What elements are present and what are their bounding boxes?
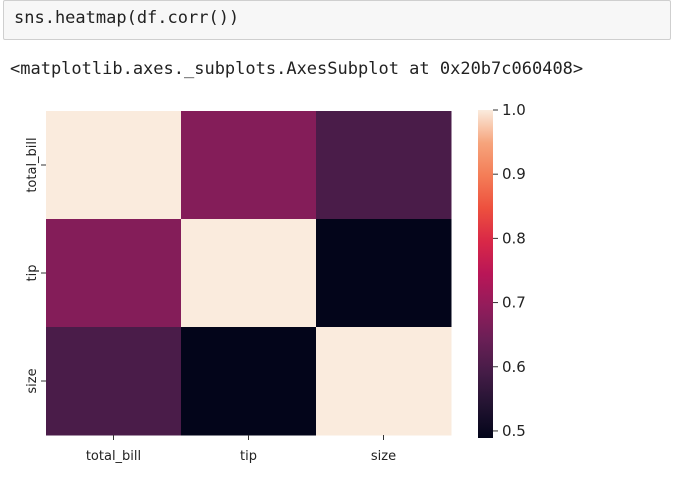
x-tick-labels: total_bill tip size (86, 435, 396, 464)
y-tick-label: total_bill (25, 137, 40, 192)
colorbar (478, 110, 493, 438)
colorbar-tick-label: 0.5 (502, 422, 526, 440)
y-tick-label: tip (25, 265, 40, 282)
colorbar-tick-label: 0.7 (502, 294, 526, 312)
colorbar-tick-label: 0.8 (502, 229, 526, 247)
heatmap-cell (181, 327, 317, 436)
code-input-cell[interactable]: sns.heatmap(df.corr()) (3, 0, 671, 40)
heatmap-cell (46, 111, 182, 220)
heatmap-cell (316, 111, 452, 220)
y-tick-label: size (25, 368, 40, 393)
colorbar-ticks: 1.0 0.9 0.8 0.7 0.6 0.5 (493, 101, 526, 440)
cell-output-text: <matplotlib.axes._subplots.AxesSubplot a… (10, 59, 584, 79)
heatmap-cell (46, 219, 182, 328)
colorbar-tick-label: 1.0 (502, 101, 526, 119)
colorbar-tick-label: 0.6 (502, 358, 526, 376)
heatmap-cell (181, 219, 317, 328)
x-tick-label: size (371, 449, 396, 464)
heatmap-cell (46, 327, 182, 436)
heatmap-cell (181, 111, 317, 220)
heatmap-cells (46, 111, 452, 436)
heatmap-cell (316, 327, 452, 436)
x-tick-label: tip (240, 449, 257, 464)
x-tick-label: total_bill (86, 449, 141, 464)
colorbar-tick-label: 0.9 (502, 165, 526, 183)
code-input-text[interactable]: sns.heatmap(df.corr()) (14, 8, 240, 28)
heatmap-cell (316, 219, 452, 328)
